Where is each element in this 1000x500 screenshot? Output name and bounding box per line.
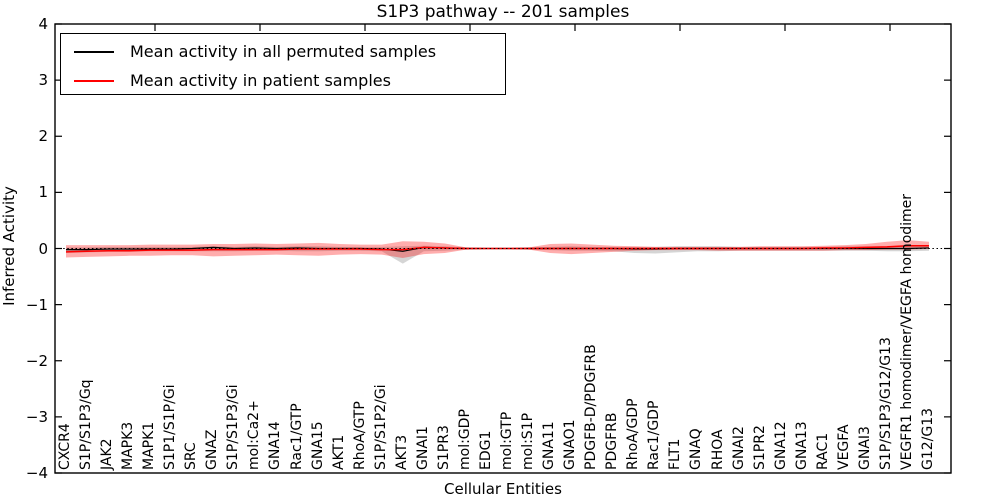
- x-tick-label: MAPK3: [120, 421, 137, 470]
- x-tick-label: mol:Ca2+: [246, 400, 263, 470]
- x-tick-label: S1P1/S1P/Gi: [162, 384, 179, 470]
- x-tick-label: S1PR3: [435, 425, 452, 470]
- x-tick-label: FLT1: [667, 438, 684, 470]
- x-tick-label: GNAO1: [562, 419, 579, 470]
- x-tick-label: PDGFRB: [604, 412, 621, 470]
- y-tick-label: −1: [25, 295, 48, 314]
- x-tick-label: Rac1/GTP: [288, 403, 305, 470]
- x-axis-label: Cellular Entities: [444, 480, 562, 498]
- x-tick-label: S1P/S1P2/Gi: [372, 384, 389, 470]
- x-tick-label: GNAI1: [414, 426, 431, 470]
- x-tick-label: GNAQ: [688, 428, 705, 470]
- y-tick-label: −3: [25, 407, 48, 426]
- chart-title: S1P3 pathway -- 201 samples: [376, 2, 630, 22]
- x-tick-label: GNA11: [541, 421, 558, 470]
- y-tick-label: 2: [38, 127, 48, 146]
- x-tick-label: mol:GDP: [456, 409, 473, 470]
- x-tick-label: RhoA/GTP: [351, 401, 368, 470]
- x-tick-label: AKT1: [330, 434, 347, 470]
- x-tick-label: GNA15: [309, 421, 326, 470]
- x-tick-label: JAK2: [99, 438, 116, 470]
- x-tick-label: G12/G13: [920, 407, 936, 470]
- x-tick-label: S1PR2: [751, 425, 768, 470]
- x-tick-label: RAC1: [814, 432, 831, 470]
- x-tick-label: GNAZ: [204, 429, 221, 471]
- legend-label: Mean activity in patient samples: [130, 71, 391, 90]
- y-tick-label: 3: [38, 71, 48, 90]
- legend-entry-patient: Mean activity in patient samples: [61, 66, 505, 95]
- x-tick-label: PDGFB-D/PDGFRB: [583, 344, 600, 470]
- x-tick-label: GNA13: [793, 421, 810, 470]
- legend-entry-permuted: Mean activity in all permuted samples: [61, 34, 505, 66]
- x-tick-label: MAPK1: [141, 421, 158, 470]
- y-tick-label: 1: [38, 183, 48, 202]
- x-tick-label: mol:GTP: [499, 411, 516, 470]
- x-tick-label: S1P/S1P3/G12/G13: [877, 337, 894, 470]
- x-tick-label: mol:S1P: [520, 412, 537, 470]
- legend: Mean activity in all permuted samples Me…: [60, 33, 506, 95]
- x-tick-label: GNAI3: [856, 426, 873, 470]
- y-tick-label: 4: [38, 15, 48, 33]
- legend-label: Mean activity in all permuted samples: [130, 42, 437, 61]
- y-tick-label: −4: [25, 464, 48, 482]
- x-tick-label: RhoA/GDP: [625, 398, 642, 470]
- x-tick-label: SRC: [183, 442, 200, 470]
- x-tick-label: VEGFR1 homodimer/VEGFA homodimer: [898, 193, 915, 470]
- x-tick-label: S1P/S1P3/Gq: [78, 379, 95, 470]
- legend-line-sample-black: [74, 50, 114, 53]
- x-tick-label: S1P/S1P3/Gi: [225, 384, 242, 470]
- x-tick-label: EDG1: [477, 430, 494, 470]
- y-tick-label: −2: [25, 351, 48, 370]
- y-tick-label: 0: [38, 239, 48, 258]
- x-tick-label: GNA14: [267, 421, 284, 470]
- x-tick-label: RHOA: [709, 429, 726, 470]
- legend-line-sample-red: [74, 79, 114, 82]
- x-tick-label: VEGFA: [835, 424, 852, 470]
- x-tick-label: AKT3: [393, 434, 410, 470]
- x-tick-label: CXCR4: [57, 423, 73, 470]
- x-tick-label: Rac1/GDP: [646, 400, 663, 470]
- x-tick-label: GNAI2: [730, 426, 747, 470]
- x-tick-label: GNA12: [772, 421, 789, 470]
